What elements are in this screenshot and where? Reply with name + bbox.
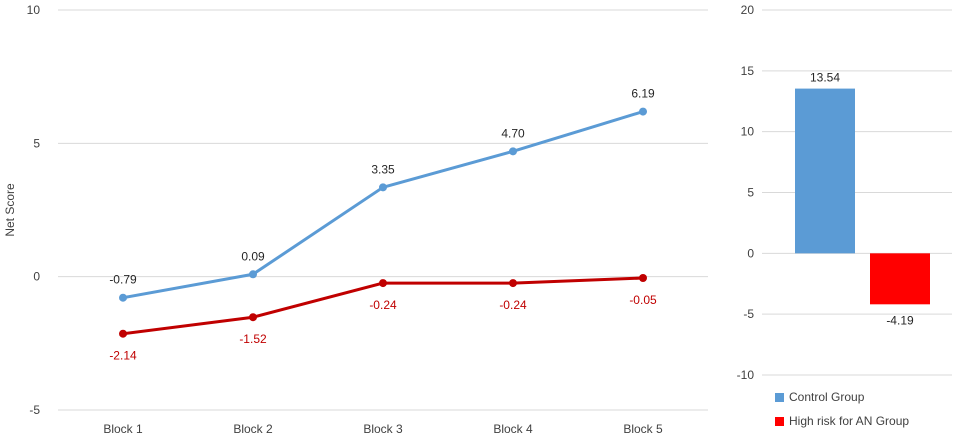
data-point — [249, 313, 257, 322]
y-axis-title: Net Score — [3, 183, 17, 237]
y-tick-label: 15 — [741, 64, 755, 78]
bar — [870, 253, 930, 305]
y-tick-label: 0 — [33, 270, 40, 284]
data-label: 6.19 — [631, 87, 655, 101]
y-tick-label: -5 — [29, 403, 40, 417]
bar — [795, 88, 855, 254]
data-label: -0.24 — [499, 298, 527, 312]
data-point — [379, 183, 387, 192]
data-label: 13.54 — [810, 71, 840, 85]
legend-swatch — [775, 417, 784, 426]
data-point — [119, 329, 127, 338]
legend-label: Control Group — [789, 390, 865, 404]
y-tick-label: 10 — [27, 3, 41, 17]
series-line-1 — [121, 110, 645, 300]
data-point — [509, 147, 517, 156]
data-point — [249, 270, 257, 279]
data-point — [639, 107, 647, 116]
data-point — [639, 274, 647, 282]
data-point — [119, 293, 127, 302]
y-tick-label: 20 — [741, 3, 755, 17]
y-tick-label: -10 — [737, 368, 755, 382]
data-point — [379, 279, 387, 288]
data-label: -1.52 — [239, 332, 267, 346]
data-label: -2.14 — [109, 349, 137, 363]
data-label: -0.24 — [369, 298, 397, 312]
x-tick-label: Block 3 — [363, 422, 403, 436]
legend-label: High risk for AN Group — [789, 414, 909, 428]
data-label: 3.35 — [371, 162, 395, 176]
x-tick-label: Block 4 — [493, 422, 533, 436]
x-tick-label: Block 5 — [623, 422, 663, 436]
bar-chart: -10 -5 0 5 10 15 20 13.54 -4.19 Control Group High… — [737, 3, 952, 428]
x-tick-label: Block 1 — [103, 422, 143, 436]
data-label: 4.70 — [501, 126, 525, 140]
data-label: 0.09 — [241, 249, 265, 263]
y-tick-label: 5 — [747, 186, 754, 200]
data-point — [509, 279, 517, 288]
y-tick-label: 10 — [741, 125, 755, 139]
data-label: -0.79 — [109, 273, 137, 287]
legend-swatch — [775, 393, 784, 402]
y-tick-label: -5 — [743, 307, 754, 321]
y-tick-label: 0 — [747, 246, 754, 260]
data-label: -0.05 — [629, 293, 657, 307]
x-tick-label: Block 2 — [233, 422, 273, 436]
data-label: -4.19 — [886, 313, 914, 327]
y-tick-label: 5 — [33, 136, 40, 150]
line-chart: -5 0 5 10 Block 1 Block 2 Block 3 Block 4 Block … — [3, 3, 708, 436]
